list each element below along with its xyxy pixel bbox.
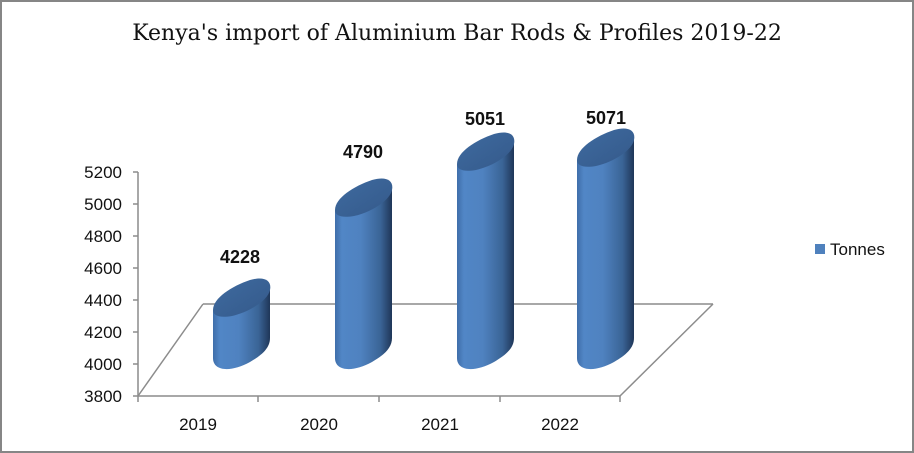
y-tick-label: 4400	[84, 291, 122, 310]
y-tick-label: 4600	[84, 259, 122, 278]
data-label-2021: 5051	[465, 109, 505, 129]
bar-2022[interactable]	[577, 128, 635, 370]
legend-swatch-icon	[815, 244, 825, 254]
legend: Tonnes	[815, 240, 885, 259]
data-label-2022: 5071	[586, 108, 626, 128]
y-tick-label: 3800	[84, 387, 122, 406]
y-tick-label: 5200	[84, 163, 122, 182]
y-tick-label: 5000	[84, 195, 122, 214]
x-category-label: 2020	[300, 415, 338, 434]
x-tick-labels: 2019 2020 2021 2022	[179, 415, 579, 434]
y-tick-label: 4800	[84, 227, 122, 246]
x-axis	[137, 395, 621, 402]
data-label-2020: 4790	[343, 142, 383, 162]
bar-2020[interactable]	[335, 178, 393, 370]
bar-2019[interactable]	[213, 278, 271, 370]
legend-label: Tonnes	[830, 240, 885, 259]
y-tick-label: 4200	[84, 323, 122, 342]
data-label-2019: 4228	[220, 247, 260, 267]
y-tick-label: 4000	[84, 355, 122, 374]
chart-title: Kenya's import of Aluminium Bar Rods & P…	[132, 21, 782, 46]
x-category-label: 2021	[421, 415, 459, 434]
y-tick-labels: 5200 5000 4800 4600 4400 4200 4000 3800	[84, 163, 122, 406]
x-category-label: 2022	[541, 415, 579, 434]
bar-2021[interactable]	[457, 132, 515, 370]
x-category-label: 2019	[179, 415, 217, 434]
y-axis	[133, 171, 139, 397]
